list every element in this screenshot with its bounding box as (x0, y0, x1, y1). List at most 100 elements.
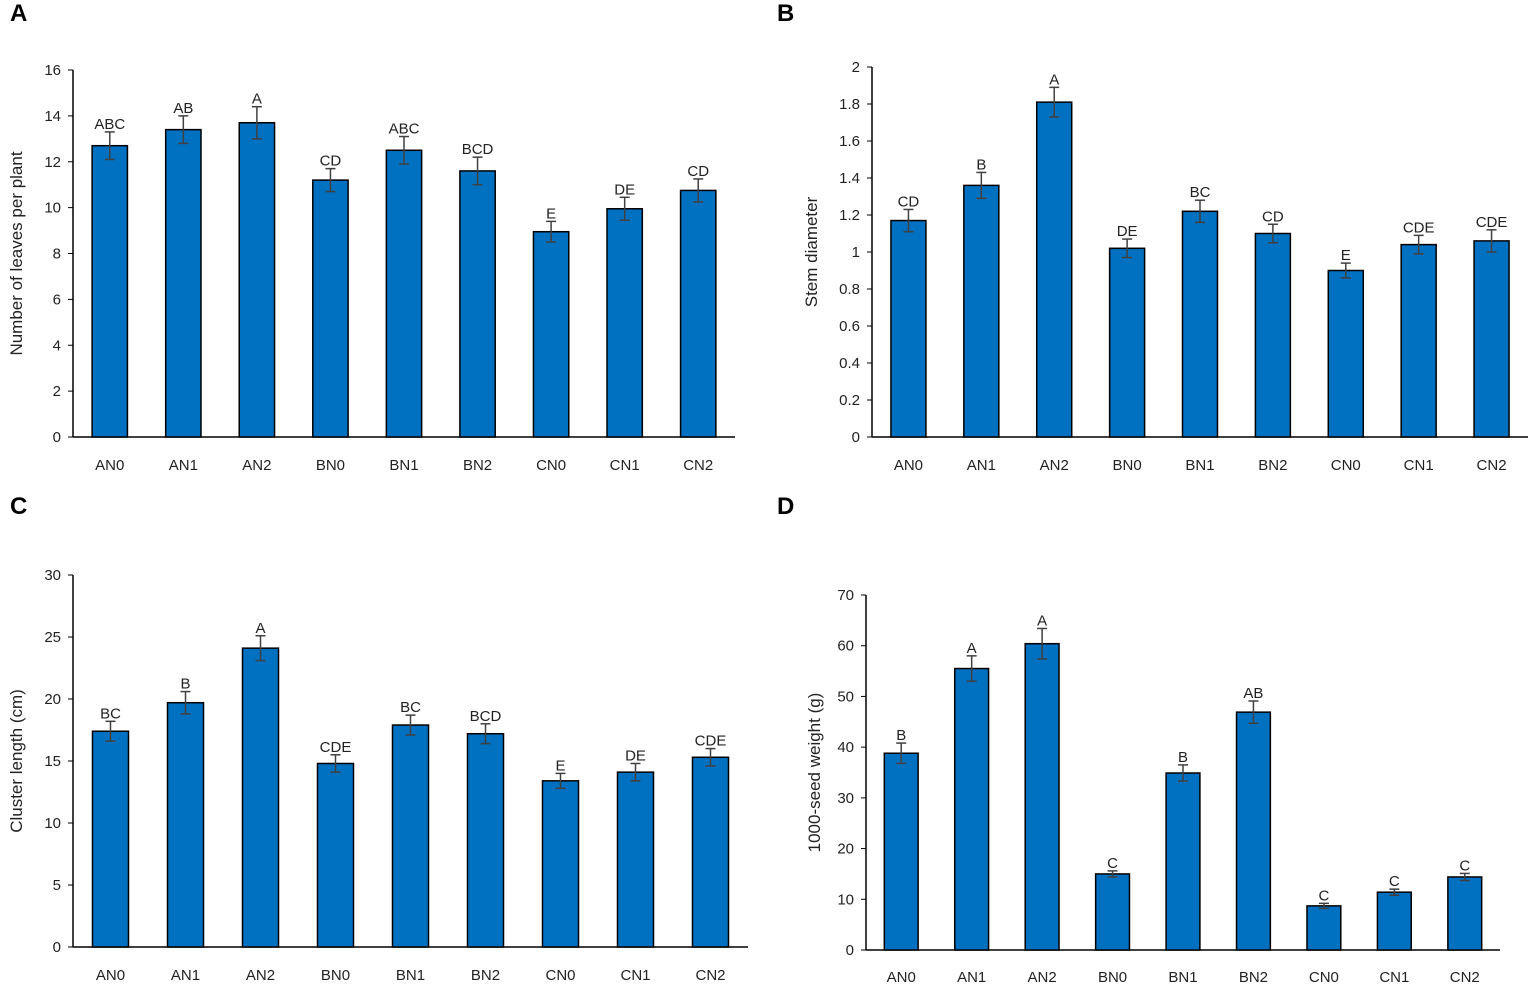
x-tick-label: CN0 (536, 457, 566, 474)
y-tick-label: 0 (53, 939, 61, 956)
y-tick-label: 12 (44, 154, 61, 171)
bar-cn2 (679, 189, 717, 438)
x-tick-label: CN0 (545, 967, 575, 984)
y-tick-label: 20 (837, 841, 854, 858)
bar-cn0 (541, 780, 580, 948)
x-tick-label: BN2 (471, 967, 500, 984)
y-tick-label: 1.6 (839, 133, 860, 150)
bar-an1 (166, 701, 205, 948)
x-tick-label: BN2 (1239, 969, 1268, 986)
significance-letter: B (1178, 749, 1188, 766)
significance-letter: B (976, 156, 986, 173)
x-tick-label: CN1 (610, 457, 640, 474)
chart-d: 0 10 20 30 40 50 60 70 1000-seed weight (g) B AN0 A… (805, 587, 1500, 986)
x-tick-label: CN0 (1331, 457, 1361, 474)
significance-letter: CD (898, 193, 920, 210)
y-tick-label: 8 (53, 246, 61, 263)
y-tick-label: 4 (53, 337, 61, 354)
significance-letter: BC (1190, 184, 1211, 201)
x-tick-label: AN2 (246, 967, 275, 984)
bar-bn1 (1165, 772, 1201, 951)
bar-cn2 (691, 756, 730, 948)
significance-letter: AB (173, 100, 193, 117)
y-tick-label: 0 (846, 942, 854, 959)
significance-letter: DE (614, 181, 635, 198)
panel-letter-b: B (777, 0, 795, 27)
bar-an0 (883, 752, 919, 951)
x-tick-label: BN1 (1168, 969, 1197, 986)
y-tick-label: 1.4 (839, 170, 860, 187)
x-tick-label: AN0 (95, 457, 124, 474)
y-tick-label: 10 (44, 200, 61, 217)
x-tick-label: BN1 (389, 457, 418, 474)
significance-letter: ABC (389, 121, 420, 138)
significance-letter: BC (100, 705, 121, 722)
bar-cn0 (532, 230, 570, 438)
x-tick-label: AN1 (169, 457, 198, 474)
x-tick-label: AN1 (171, 967, 200, 984)
significance-letter: CDE (1403, 219, 1435, 236)
significance-letter: A (252, 91, 262, 108)
y-tick-label: 60 (837, 638, 854, 655)
bar-bn1 (1181, 210, 1219, 438)
panel-b: B 0 0.2 0.4 0.6 0.8 1 1.2 1.4 1.6 1.8 2 Stem diamet… (767, 0, 1534, 493)
x-tick-label: CN2 (1450, 969, 1480, 986)
x-tick-label: CN2 (683, 457, 713, 474)
x-tick-label: AN2 (1040, 457, 1069, 474)
significance-letter: A (1037, 612, 1047, 629)
significance-letter: C (1318, 887, 1329, 904)
y-tick-label: 1.8 (839, 96, 860, 113)
x-tick-label: CN1 (1379, 969, 1409, 986)
x-tick-label: BN0 (1113, 457, 1142, 474)
bar-cn0 (1327, 269, 1365, 438)
significance-letter: DE (1117, 223, 1138, 240)
bar-bn2 (1254, 232, 1292, 438)
y-tick-label: 20 (44, 691, 61, 708)
x-tick-label: AN0 (894, 457, 923, 474)
significance-letter: B (180, 676, 190, 693)
x-tick-label: CN2 (1477, 457, 1507, 474)
significance-letter: E (555, 757, 565, 774)
bar-bn1 (391, 724, 430, 948)
x-tick-label: AN0 (887, 969, 916, 986)
bar-an1 (963, 184, 1000, 438)
significance-letter: E (546, 205, 556, 222)
x-tick-label: AN1 (967, 457, 996, 474)
bar-bn0 (1108, 247, 1146, 438)
y-tick-label: 30 (837, 790, 854, 807)
x-tick-label: BN1 (396, 967, 425, 984)
y-tick-label: 50 (837, 688, 854, 705)
x-tick-label: BN2 (1258, 457, 1287, 474)
significance-letter: DE (625, 747, 646, 764)
bar-cn1 (616, 771, 655, 948)
significance-letter: C (1107, 855, 1118, 872)
y-tick-label: 5 (53, 877, 61, 894)
bar-bn2 (459, 170, 496, 438)
x-tick-label: AN2 (1028, 969, 1057, 986)
y-tick-label: 0 (852, 429, 860, 446)
chart-a: 0 2 4 6 8 10 12 14 16 Number of leaves per plant A… (7, 62, 735, 474)
bar-cn2 (1447, 876, 1483, 951)
bar-bn0 (1094, 873, 1131, 951)
x-tick-label: BN0 (1098, 969, 1127, 986)
significance-letter: E (1341, 247, 1351, 264)
y-tick-label: 2 (53, 383, 61, 400)
panel-c: C 0 5 10 15 20 25 30 Cluster length (cm) BC AN0 B A… (0, 493, 767, 986)
chart-c: 0 5 10 15 20 25 30 Cluster length (cm) BC AN0 B AN1… (7, 567, 748, 984)
x-tick-label: CN1 (620, 967, 650, 984)
panel-d: D 0 10 20 30 40 50 60 70 1000-seed weight (g) B AN… (767, 493, 1534, 986)
bar-bn1 (385, 149, 423, 438)
significance-letter: C (1389, 873, 1400, 890)
x-tick-label: BN2 (463, 457, 492, 474)
y-tick-label: 0.4 (839, 355, 860, 372)
y-tick-label: 10 (44, 815, 61, 832)
significance-letter: BC (400, 699, 421, 716)
x-tick-label: BN0 (321, 967, 350, 984)
significance-letter: BCD (462, 141, 494, 158)
y-tick-label: 40 (837, 739, 854, 756)
significance-letter: CDE (320, 739, 352, 756)
x-tick-label: AN2 (242, 457, 271, 474)
bar-cn1 (1376, 891, 1412, 951)
significance-letter: BCD (470, 708, 502, 725)
y-tick-label: 10 (837, 891, 854, 908)
